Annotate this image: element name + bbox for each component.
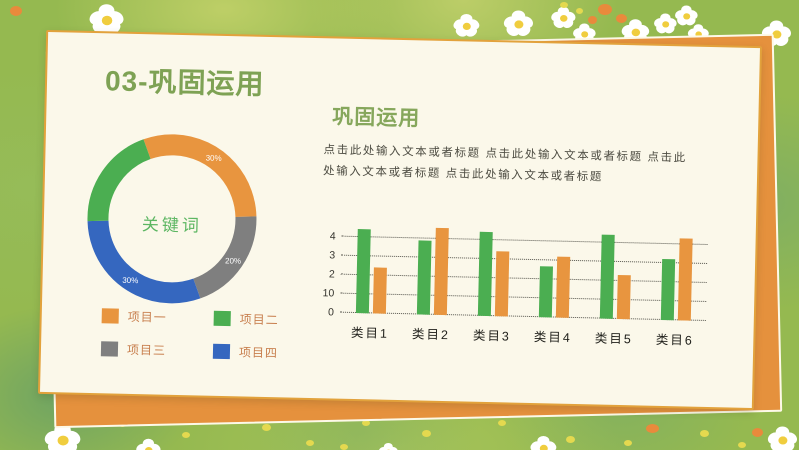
donut-segment-项目二: [87, 134, 257, 304]
bar-series-green[interactable]: [660, 259, 675, 321]
yellow-flower-icon: [306, 440, 314, 446]
yellow-flower-icon: [362, 420, 370, 426]
legend-swatch: [101, 308, 119, 324]
daisy-flower-icon: [501, 10, 536, 39]
daisy-flower-icon: [134, 438, 163, 450]
daisy-flower-icon: [765, 426, 799, 450]
daisy-flower-icon: [686, 24, 711, 45]
bar-series-green[interactable]: [599, 234, 615, 319]
bar-chart-plot: 0 10 2 3 4: [322, 215, 708, 321]
bar-chart[interactable]: 0 10 2 3 4 类目1 类目2 类目3 类目4 类目5 类目6: [313, 214, 708, 349]
orange-flower-icon: [10, 6, 22, 16]
donut-center-label: 关键词: [141, 214, 203, 236]
bar-group-类目4: [523, 219, 586, 318]
yellow-flower-icon: [262, 424, 271, 431]
yellow-flower-icon: [422, 430, 431, 437]
donut-percent-label: 30%: [206, 154, 222, 163]
bar-series-green[interactable]: [416, 240, 432, 315]
yellow-flower-icon: [566, 436, 575, 443]
donut-segment-项目三: [87, 134, 257, 304]
category-label: 类目5: [594, 331, 633, 347]
y-axis-tick: 2: [328, 268, 335, 281]
orange-flower-icon: [646, 424, 659, 433]
category-label: 类目1: [350, 325, 390, 341]
orange-flower-icon: [588, 16, 597, 24]
y-axis-tick: 10: [322, 287, 335, 300]
legend-swatch: [213, 310, 231, 327]
donut-chart[interactable]: 30% 20% 30% 关键词: [82, 129, 262, 309]
bar-series-green[interactable]: [538, 265, 553, 318]
yellow-flower-icon: [340, 444, 348, 450]
legend-label: 项目四: [238, 345, 279, 361]
legend-swatch: [100, 341, 119, 357]
donut-legend: 项目一 项目二项目三 项目四: [100, 307, 312, 362]
daisy-flower-icon: [759, 20, 794, 49]
legend-swatch: [212, 343, 231, 360]
bar-group-类目5: [584, 220, 647, 320]
category-label: 类目2: [411, 327, 451, 343]
orange-flower-icon: [752, 428, 763, 437]
daisy-flower-icon: [451, 13, 482, 39]
yellow-flower-icon: [182, 432, 190, 438]
legend-label: 项目一: [127, 309, 167, 325]
yellow-flower-icon: [498, 420, 506, 426]
bar-series-orange[interactable]: [372, 267, 387, 314]
daisy-flower-icon: [528, 435, 559, 450]
bar-series-orange[interactable]: [494, 251, 509, 317]
yellow-flower-icon: [576, 8, 583, 14]
daisy-flower-icon: [571, 23, 598, 45]
legend-item-项目三[interactable]: 项目三: [100, 340, 199, 359]
donut-segment-项目四: [87, 134, 257, 304]
section-heading: 巩固运用: [332, 105, 421, 131]
daisy-flower-icon: [549, 6, 578, 30]
daisy-flower-icon: [673, 5, 700, 27]
bar-series-green[interactable]: [355, 229, 371, 314]
legend-item-项目一[interactable]: 项目一: [101, 307, 200, 326]
donut-rings: 30% 20% 30%: [87, 134, 257, 304]
y-axis-tick: 4: [329, 230, 336, 243]
orange-flower-icon: [598, 4, 612, 15]
bar-chart-categories: 类目1 类目2 类目3 类目4 类目5 类目6: [339, 322, 705, 349]
page-title: 03-巩固运用: [104, 65, 265, 100]
donut-percent-label: 30%: [122, 276, 138, 285]
y-axis-tick: 0: [327, 306, 335, 319]
yellow-flower-icon: [624, 440, 632, 446]
slide-card: 03-巩固运用 30% 20% 30% 关键词 项目一 项目二 项目三 项目四 巩固运用 …: [37, 29, 763, 411]
bar-group-类目3: [462, 217, 525, 317]
bar-series-orange[interactable]: [616, 275, 631, 320]
bar-group-类目1: [340, 215, 403, 314]
daisy-flower-icon: [377, 442, 400, 450]
bar-series-orange[interactable]: [677, 238, 693, 321]
category-label: 类目6: [655, 332, 694, 348]
daisy-flower-icon: [87, 3, 126, 37]
yellow-flower-icon: [560, 2, 568, 8]
legend-item-项目二[interactable]: 项目二: [213, 310, 312, 329]
orange-flower-icon: [616, 14, 627, 23]
donut-percent-label: 20%: [225, 256, 241, 265]
category-label: 类目3: [472, 328, 512, 344]
bar-series-orange[interactable]: [555, 256, 570, 318]
legend-label: 项目二: [239, 312, 279, 328]
yellow-flower-icon: [700, 430, 709, 437]
daisy-flower-icon: [652, 13, 679, 35]
bar-group-类目6: [645, 222, 708, 321]
category-label: 类目4: [533, 330, 572, 345]
legend-item-项目四[interactable]: 项目四: [212, 343, 311, 362]
bar-group-类目2: [401, 216, 464, 316]
y-axis-tick: 3: [329, 249, 336, 262]
legend-label: 项目三: [126, 342, 167, 358]
yellow-flower-icon: [738, 442, 746, 448]
bar-series-orange[interactable]: [433, 227, 449, 316]
body-placeholder-text[interactable]: 点击此处输入文本或者标题 点击此处输入文本或者标题 点击此处输入文本或者标题 点…: [322, 144, 687, 184]
bar-series-green[interactable]: [477, 232, 493, 317]
daisy-flower-icon: [619, 18, 652, 46]
